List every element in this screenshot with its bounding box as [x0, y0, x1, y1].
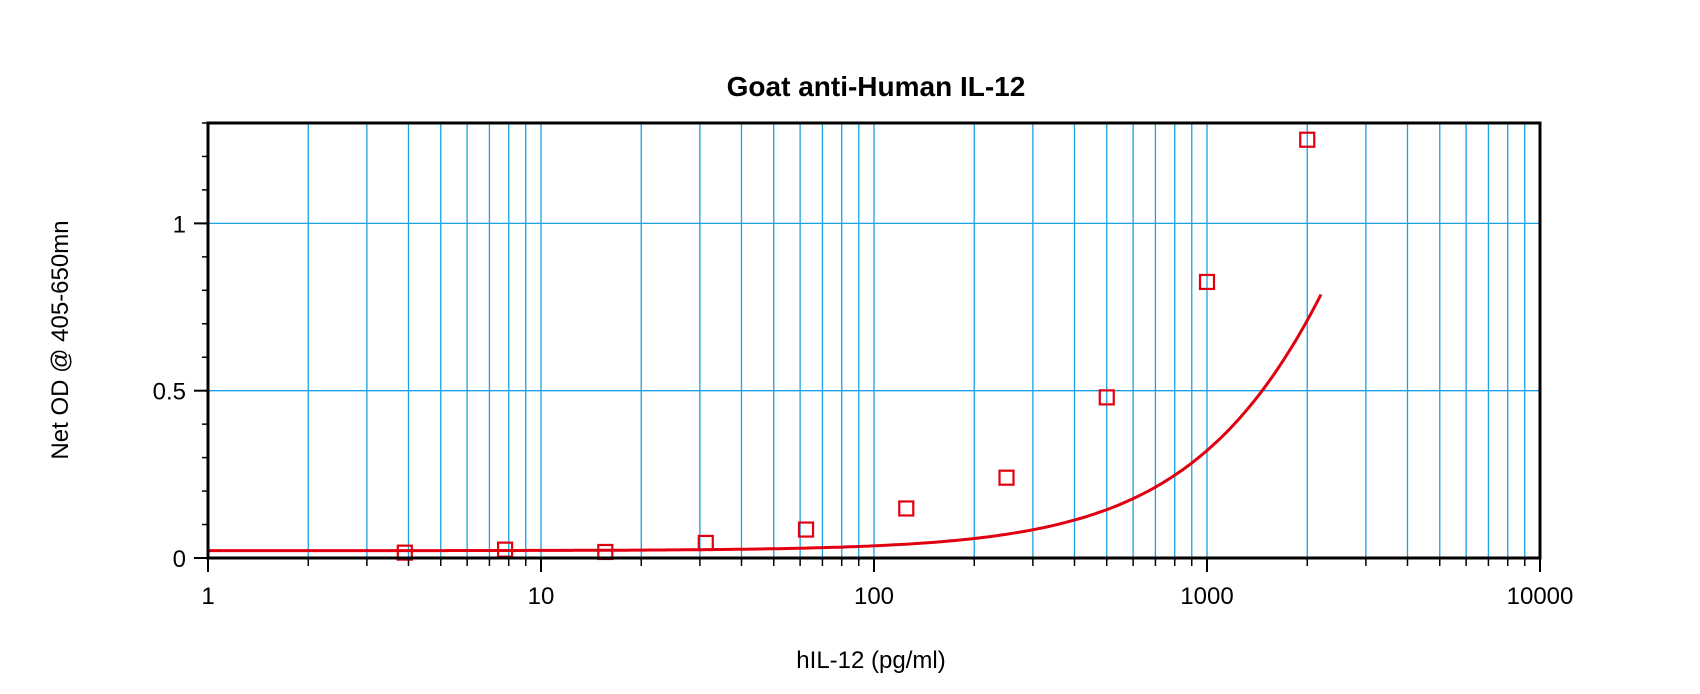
data-point: [697, 534, 714, 552]
x-axis-label: hIL-12 (pg/ml): [796, 647, 945, 674]
y-tick-label: 0.5: [153, 379, 186, 406]
data-point: [1198, 273, 1216, 291]
y-tick-label: 0: [173, 546, 186, 573]
fit-curve-layer: [208, 293, 1323, 553]
data-point: [998, 469, 1015, 486]
data-point: [1299, 131, 1316, 148]
data-point: [1098, 389, 1115, 406]
data-point: [797, 521, 815, 538]
grid-lines: [208, 123, 1540, 558]
x-tick-label: 100: [854, 583, 894, 610]
y-tick-label: 1: [173, 211, 186, 238]
chart-title: Goat anti-Human IL-12: [727, 71, 1026, 102]
x-tick-label: 10: [528, 583, 555, 610]
x-tick-label: 1: [201, 583, 214, 610]
data-point: [898, 500, 915, 517]
x-tick-label: 10000: [1507, 583, 1574, 610]
x-axis: 1 10 100 1000 10000: [201, 558, 1573, 610]
data-point: [396, 544, 413, 561]
fit-curve: [208, 293, 1323, 553]
x-tick-label: 1000: [1180, 583, 1233, 610]
y-axis: 00.51: [153, 122, 208, 573]
data-points: [396, 131, 1316, 561]
y-axis-label: Net OD @ 405-650mn: [47, 220, 74, 459]
